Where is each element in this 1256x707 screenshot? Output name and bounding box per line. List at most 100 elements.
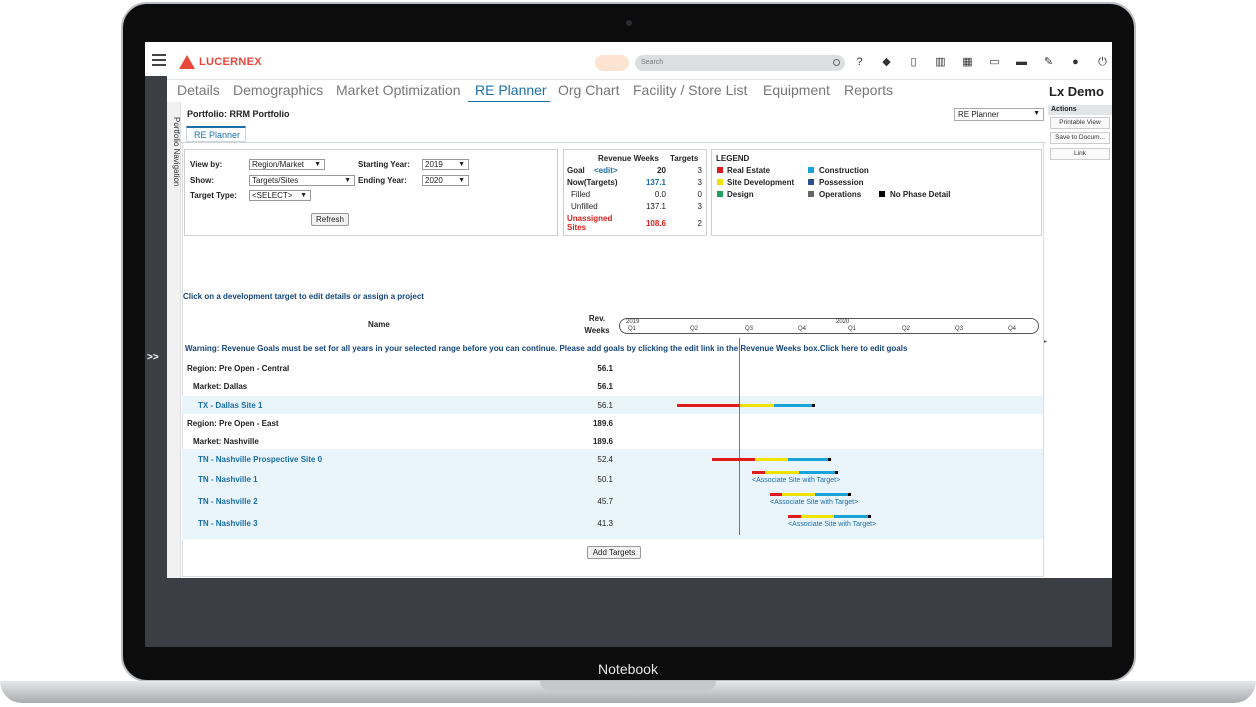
- collapse-actions-icon[interactable]: ▸: [1044, 339, 1048, 345]
- chart-icon[interactable]: ▥: [935, 56, 946, 68]
- target-row-value: 45.7: [597, 497, 613, 506]
- show-value: Targets/Sites: [252, 176, 299, 185]
- phase-bar-real-estate[interactable]: [770, 493, 782, 496]
- save-to-documents-button[interactable]: Save to Docum...: [1050, 132, 1110, 144]
- associate-site-link[interactable]: <Associate Site with Target>: [770, 499, 859, 506]
- timeline-quarter: Q3: [745, 326, 754, 332]
- screen: LUCERNEX Search ? ◆ ▯ ▥ ▦ ▭ ▬ ✎ ● ⏻ Deta…: [145, 42, 1112, 647]
- phase-bar-site-development[interactable]: [801, 515, 834, 518]
- phase-bar-end[interactable]: [812, 404, 815, 407]
- phase-bar-real-estate[interactable]: [677, 404, 740, 407]
- unassigned-label-sites: Sites: [567, 223, 587, 232]
- tab-re-planner[interactable]: RE Planner: [475, 82, 547, 98]
- legend-swatch-no-phase-detail: [879, 191, 885, 197]
- search-icon[interactable]: [833, 59, 840, 66]
- target-row-link[interactable]: TN - Nashville 2: [198, 497, 258, 506]
- logo[interactable]: LUCERNEX: [179, 54, 262, 70]
- phase-bar-construction[interactable]: [774, 404, 812, 407]
- phase-bar-construction[interactable]: [834, 515, 868, 518]
- tab-equipment[interactable]: Equipment: [763, 82, 830, 98]
- tab-reports[interactable]: Reports: [844, 82, 894, 98]
- search-placeholder: Search: [641, 59, 664, 66]
- status-pill[interactable]: [595, 55, 629, 71]
- market-row-value: 189.6: [592, 437, 613, 446]
- associate-site-link[interactable]: <Associate Site with Target>: [752, 477, 841, 484]
- phase-bar-real-estate[interactable]: [712, 458, 755, 461]
- timeline-year: 2020: [836, 319, 850, 325]
- timeline-quarter: Q4: [798, 326, 807, 332]
- unassigned-weeks: 108.6: [645, 219, 666, 228]
- view-by-value: Region/Market: [252, 160, 305, 169]
- ending-year-select[interactable]: 2020 ▼: [422, 175, 469, 186]
- target-row-link[interactable]: TN - Nashville 1: [198, 475, 258, 484]
- timeline-scale: 2019 2020 Q1 Q2 Q3 Q4 Q1 Q2 Q3 Q4: [619, 318, 1039, 334]
- goal-weeks: 20: [657, 166, 666, 175]
- phase-bar-real-estate[interactable]: [788, 515, 801, 518]
- tab-demographics[interactable]: Demographics: [233, 82, 324, 98]
- show-select[interactable]: Targets/Sites ▼: [249, 175, 355, 186]
- briefcase-icon[interactable]: ▬: [1016, 56, 1027, 68]
- subtab-divider: [181, 142, 1046, 143]
- portfolio-navigation-label[interactable]: Portfolio Navigation: [172, 117, 181, 187]
- add-targets-button[interactable]: Add Targets: [587, 546, 641, 559]
- portfolio-navigation-panel[interactable]: [167, 102, 181, 578]
- tag-icon[interactable]: ◆: [882, 56, 891, 68]
- phase-bar-end[interactable]: [835, 471, 838, 474]
- phase-bar-end[interactable]: [828, 458, 831, 461]
- power-icon[interactable]: ⏻: [1098, 56, 1107, 68]
- search-input[interactable]: Search: [635, 55, 845, 71]
- ending-year-label: Ending Year:: [358, 176, 407, 185]
- goal-targets: 3: [697, 166, 702, 175]
- phase-bar-end[interactable]: [868, 515, 871, 518]
- logo-icon: [179, 55, 195, 69]
- phase-bar-site-development[interactable]: [782, 493, 815, 496]
- target-row-link[interactable]: TN - Nashville Prospective Site 0: [198, 455, 323, 464]
- view-select[interactable]: RE Planner ▼: [954, 108, 1044, 121]
- view-by-select[interactable]: Region/Market ▼: [249, 159, 325, 170]
- expand-rail-button[interactable]: >>: [147, 352, 159, 363]
- filled-weeks: 0.0: [654, 190, 666, 199]
- rev-header-line-1: Rev.: [588, 314, 606, 323]
- associate-site-link[interactable]: <Associate Site with Target>: [788, 521, 877, 528]
- phase-bar-site-development[interactable]: [765, 471, 799, 474]
- subtab-re-planner[interactable]: RE Planner: [186, 126, 246, 142]
- monitor-icon[interactable]: ▭: [989, 56, 1000, 68]
- phase-bar-end[interactable]: [848, 493, 851, 496]
- phase-bar-construction[interactable]: [799, 471, 835, 474]
- phase-bar-site-development[interactable]: [740, 404, 774, 407]
- phase-bar-site-development[interactable]: [755, 458, 788, 461]
- starting-year-select[interactable]: 2019 ▼: [422, 159, 469, 170]
- now-weeks[interactable]: 137.1: [645, 178, 666, 187]
- show-label: Show:: [190, 176, 214, 185]
- user-icon[interactable]: ●: [1072, 56, 1079, 68]
- target-row-link[interactable]: TN - Nashville 3: [198, 519, 258, 528]
- help-icon[interactable]: ?: [856, 56, 863, 68]
- menu-icon[interactable]: [152, 54, 166, 66]
- legend-swatch-operations: [808, 191, 814, 197]
- wrench-icon[interactable]: ✎: [1043, 56, 1054, 68]
- bookmark-icon[interactable]: ▯: [910, 56, 917, 68]
- target-type-select[interactable]: <SELECT> ▼: [249, 190, 311, 201]
- legend-label-site-development: Site Development: [727, 178, 795, 187]
- calendar-icon[interactable]: ▦: [962, 56, 973, 68]
- tab-org-chart[interactable]: Org Chart: [558, 82, 620, 98]
- edit-goal-link[interactable]: <edit>: [594, 166, 618, 175]
- chevron-down-icon: ▼: [344, 177, 351, 184]
- refresh-button[interactable]: Refresh: [311, 213, 349, 226]
- camera-icon: [626, 20, 632, 26]
- timeline-quarter: Q1: [848, 326, 857, 332]
- printable-view-button[interactable]: Printable View: [1050, 117, 1110, 129]
- warning-message[interactable]: Warning: Revenue Goals must be set for a…: [185, 344, 908, 353]
- revenue-weeks-header: Revenue Weeks: [598, 154, 659, 163]
- tab-facility-store-list[interactable]: Facility / Store List: [633, 82, 748, 98]
- phase-bar-real-estate[interactable]: [752, 471, 765, 474]
- link-button[interactable]: Link: [1050, 148, 1110, 160]
- actions-title: Actions: [1048, 105, 1112, 115]
- tab-market-optimization[interactable]: Market Optimization: [336, 82, 461, 98]
- timeline-quarter: Q2: [690, 326, 699, 332]
- phase-bar-construction[interactable]: [788, 458, 828, 461]
- target-row-link[interactable]: TX - Dallas Site 1: [198, 401, 263, 410]
- today-marker: [739, 338, 740, 535]
- tab-details[interactable]: Details: [177, 82, 220, 98]
- phase-bar-construction[interactable]: [815, 493, 848, 496]
